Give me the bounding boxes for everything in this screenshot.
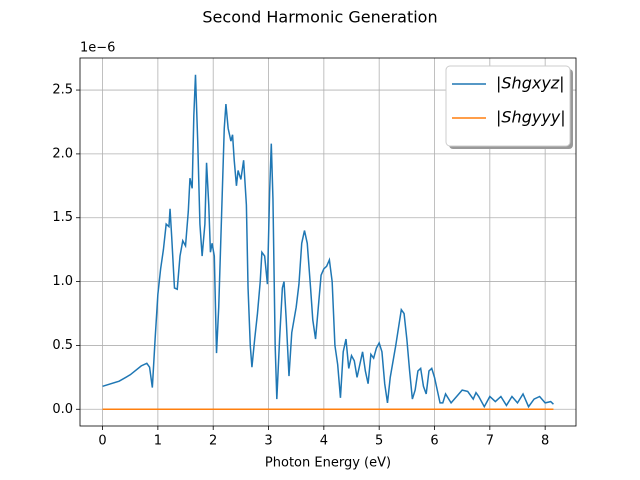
x-tick-label: 5 (375, 434, 383, 449)
x-tick-label: 8 (541, 434, 549, 449)
series-line (102, 74, 554, 409)
x-tick-label: 6 (430, 434, 438, 449)
legend-label: |Shgxyz| (496, 74, 565, 93)
y-tick-label: 0.5 (52, 338, 73, 353)
x-tick-label: 7 (486, 434, 494, 449)
legend-label: |Shgyyy| (496, 108, 566, 127)
axes-frame (79, 57, 577, 427)
x-tick-label: 0 (98, 434, 106, 449)
y-tick-label: 2.5 (52, 83, 73, 98)
chart-title: Second Harmonic Generation (202, 8, 437, 27)
y-tick-label: 2.0 (52, 146, 73, 161)
x-tick-label: 2 (209, 434, 217, 449)
x-tick-label: 3 (264, 434, 272, 449)
y-offset-label: 1e−6 (80, 41, 115, 56)
x-axis-label: Photon Energy (eV) (265, 456, 391, 471)
x-tick-label: 4 (320, 434, 328, 449)
y-tick-label: 1.0 (52, 274, 73, 289)
x-tick-label: 1 (154, 434, 162, 449)
legend (445, 65, 571, 147)
y-tick-label: 1.5 (52, 210, 73, 225)
y-tick-label: 0.0 (52, 402, 73, 417)
